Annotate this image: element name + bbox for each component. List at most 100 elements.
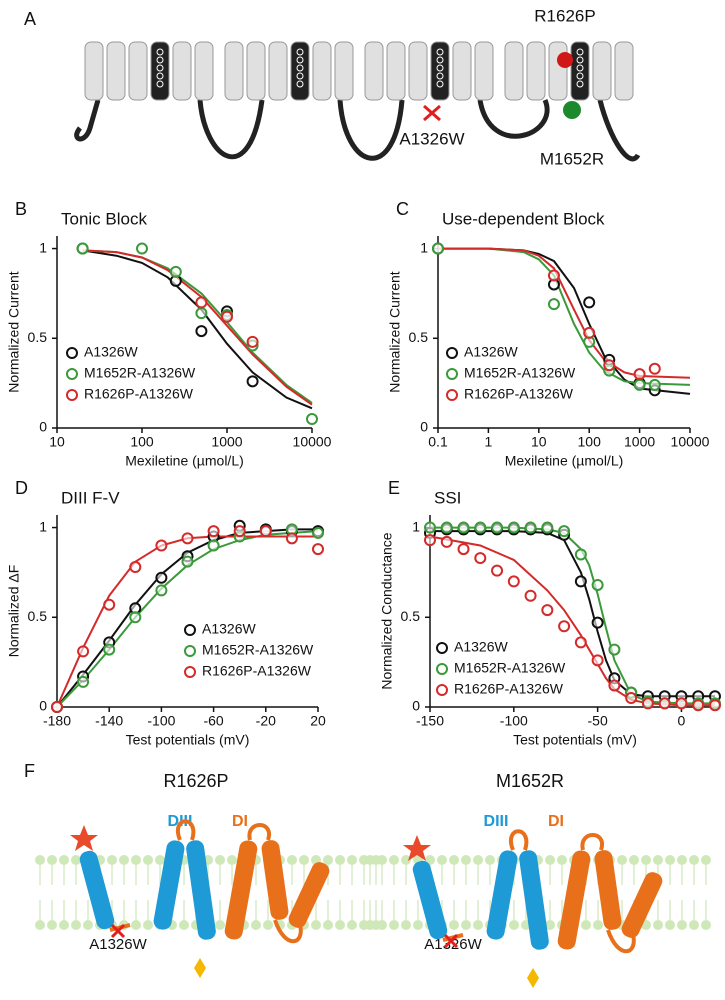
s4-helix [288, 862, 330, 928]
legend-marker [184, 624, 196, 636]
helix [548, 41, 568, 101]
helix [186, 840, 216, 940]
lipid-head [323, 855, 333, 865]
data-point [259, 525, 272, 538]
data-point [591, 578, 604, 591]
data-point [648, 378, 661, 391]
lipid-head [389, 920, 399, 930]
x-tick-label: 1000 [624, 434, 655, 450]
lipid-head [509, 920, 519, 930]
helix [128, 41, 148, 101]
lipid-head [71, 920, 81, 930]
panel-f: F R1626P M1652R DIII DI DIII DI A1326W A… [24, 761, 711, 988]
lipid-head [335, 920, 345, 930]
lipid-head [311, 920, 321, 930]
charge [156, 64, 164, 72]
data-point [574, 548, 587, 561]
legend-marker [436, 663, 448, 675]
data-point [608, 643, 621, 656]
data-point [207, 539, 220, 552]
y-tick-label: 1 [412, 518, 420, 534]
data-point [574, 575, 587, 588]
x-axis-label: Test potentials (mV) [513, 732, 637, 748]
charge [156, 56, 164, 64]
data-point [129, 611, 142, 624]
legend-label: M1652R-A1326W [202, 642, 314, 658]
data-point [129, 561, 142, 574]
lipid-head [677, 855, 687, 865]
helix [408, 41, 428, 101]
legend-marker [184, 666, 196, 678]
data-point [181, 555, 194, 568]
lipid-head [377, 920, 387, 930]
legend-marker [184, 645, 196, 657]
charge [296, 64, 304, 72]
chart-title: Use-dependent Block [442, 209, 605, 228]
data-point [541, 521, 554, 534]
x-tick-label: 1 [485, 434, 493, 450]
x-tick-label: -60 [203, 713, 223, 729]
data-point [285, 532, 298, 545]
data-point [633, 368, 646, 381]
data-point [608, 679, 621, 692]
data-point [207, 525, 220, 538]
data-point [195, 325, 208, 338]
y-tick-label: 1 [39, 518, 47, 534]
y-tick-label: 0.5 [28, 608, 48, 624]
chart-title: DIII F-V [61, 488, 120, 507]
data-point [692, 699, 705, 712]
helix [486, 850, 518, 940]
chart-title: Tonic Block [61, 209, 147, 228]
data-point [507, 521, 520, 534]
x-tick-label: 20 [310, 713, 326, 729]
charge [156, 72, 164, 80]
mutation-cross [423, 104, 441, 122]
lipid-head [545, 855, 555, 865]
lipid-head [545, 920, 555, 930]
data-point [246, 335, 259, 348]
data-point [169, 265, 182, 278]
data-point [155, 584, 168, 597]
charge [296, 56, 304, 64]
lipid-head [473, 920, 483, 930]
legend-label: R1626P-A1326W [464, 386, 574, 402]
lipid-head [131, 855, 141, 865]
x-tick-label: -150 [416, 713, 444, 729]
legend-marker [436, 642, 448, 654]
legend-label: A1326W [454, 639, 508, 655]
helix [261, 840, 289, 920]
x-tick-label: -100 [500, 713, 528, 729]
legend-label: M1652R-A1326W [84, 365, 196, 381]
lipid-head [47, 920, 57, 930]
charge [436, 56, 444, 64]
domain-label: DIII [484, 813, 509, 830]
data-point [103, 598, 116, 611]
s4-helix [79, 850, 115, 930]
x-tick-label: -50 [588, 713, 608, 729]
panel-a: A R1626P A1326W M1652R [24, 6, 641, 168]
drug [194, 958, 206, 978]
helix [386, 41, 406, 101]
helix [452, 41, 472, 101]
helix [224, 41, 244, 101]
panel-label: A [24, 9, 36, 29]
helix [519, 850, 549, 950]
loop [109, 819, 303, 944]
data-point [51, 701, 63, 713]
backbone [74, 99, 641, 162]
mutation-cross [110, 923, 126, 939]
legend-marker [66, 389, 78, 401]
data-point [312, 526, 324, 539]
charge [576, 80, 584, 88]
x-tick-label: 0 [678, 713, 686, 729]
fit-curve [438, 247, 691, 379]
helix [364, 41, 384, 101]
x-tick-label: -100 [147, 713, 175, 729]
y-tick-label: 0 [412, 698, 420, 714]
domain-label: DI [548, 813, 564, 830]
helix [246, 41, 266, 101]
lipid-head [365, 920, 375, 930]
legend-label: R1626P-A1326W [202, 663, 312, 679]
legend-label: R1626P-A1326W [84, 386, 194, 402]
lipid-head [689, 920, 699, 930]
